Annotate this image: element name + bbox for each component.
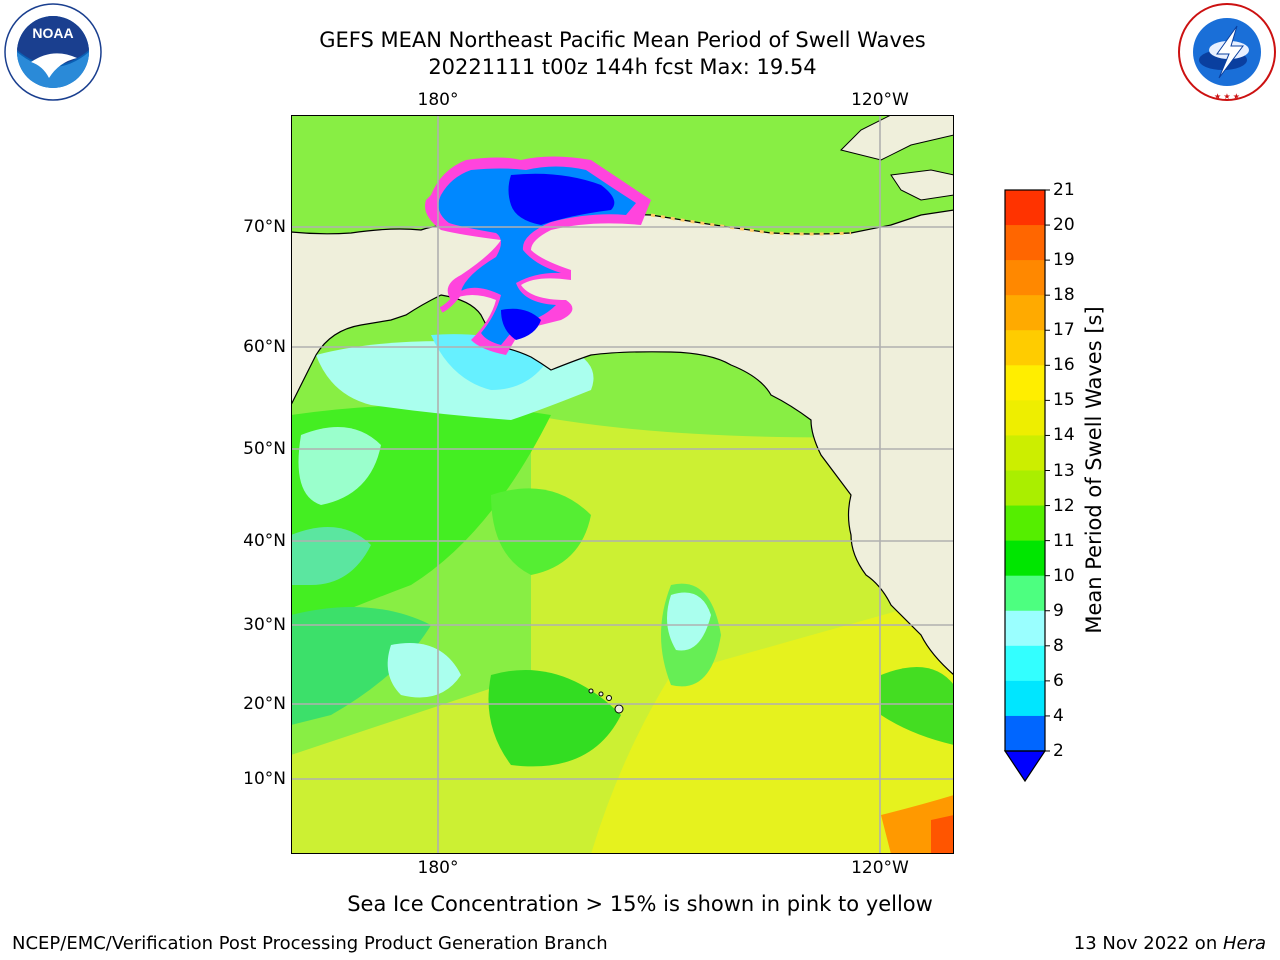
footer-date-text: 13 Nov 2022 on: [1073, 933, 1223, 954]
lat-label-50n: 50°N: [243, 439, 286, 459]
colorbar-segment: [1005, 260, 1045, 296]
colorbar-segment: [1005, 400, 1045, 436]
colorbar-segment: [1005, 575, 1045, 612]
noaa-logo-text: NOAA: [32, 25, 73, 41]
colorbar-tick-label: 13: [1053, 460, 1075, 481]
colorbar-tick-label: 16: [1053, 355, 1075, 376]
colorbar-segment: [1005, 295, 1045, 331]
lat-label-30n: 30°N: [243, 615, 286, 635]
colorbar-extend-triangle: [1003, 750, 1047, 783]
map-plot: [291, 115, 954, 854]
footer-date: 13 Nov 2022 on Hera: [1074, 933, 1266, 955]
graticule: [291, 115, 954, 854]
lat-label-70n: 70°N: [243, 217, 286, 237]
colorbar: [1003, 189, 1050, 783]
footer-host: Hera: [1222, 933, 1266, 954]
colorbar-tick-label: 2: [1053, 741, 1064, 761]
colorbar-segment: [1005, 365, 1045, 401]
lat-label-60n: 60°N: [243, 337, 286, 357]
lat-label-40n: 40°N: [243, 531, 286, 551]
colorbar-label: Mean Period of Swell Waves [s]: [1082, 306, 1106, 634]
colorbar-tick-label: 11: [1053, 530, 1075, 551]
colorbar-segment: [1005, 645, 1045, 682]
lon-label-120w-bottom: 120°W: [851, 858, 909, 878]
colorbar-tick-label: 6: [1053, 670, 1064, 691]
colorbar-tick-label: 19: [1053, 250, 1075, 271]
lon-label-180-top: 180°: [417, 90, 459, 110]
map-title: GEFS MEAN Northeast Pacific Mean Period …: [319, 28, 926, 52]
colorbar-segment: [1005, 715, 1045, 752]
lon-label-180-bottom: 180°: [417, 858, 459, 878]
colorbar-segment: [1005, 435, 1045, 471]
footer-credit: NCEP/EMC/Verification Post Processing Pr…: [12, 933, 608, 954]
colorbar-segment: [1005, 470, 1045, 507]
colorbar-segment: [1005, 610, 1045, 647]
colorbar-segment: [1005, 680, 1045, 717]
colorbar-tick-label: 15: [1053, 390, 1075, 411]
lat-label-20n: 20°N: [243, 694, 286, 714]
colorbar-tick-label: 20: [1053, 215, 1075, 236]
noaa-logo: NOAA: [4, 3, 102, 101]
colorbar-segment: [1005, 330, 1045, 366]
map-subtitle: 20221111 t00z 144h fcst Max: 19.54: [428, 55, 817, 79]
colorbar-tick-label: 4: [1053, 705, 1064, 726]
colorbar-segment: [1005, 190, 1045, 226]
colorbar-tick-label: 17: [1053, 320, 1075, 341]
lon-label-120w-top: 120°W: [851, 90, 909, 110]
colorbar-tick-label: 10: [1053, 565, 1075, 586]
colorbar-tick-label: 21: [1053, 180, 1075, 200]
svg-text:★ ★ ★: ★ ★ ★: [1214, 92, 1240, 101]
colorbar-segment: [1005, 505, 1045, 542]
colorbar-tick-label: 8: [1053, 635, 1064, 656]
colorbar-tick-label: 9: [1053, 600, 1064, 621]
nws-logo: ★ ★ ★: [1178, 3, 1276, 101]
colorbar-tick-label: 18: [1053, 285, 1075, 306]
colorbar-tick-label: 14: [1053, 425, 1075, 446]
map-frame: [291, 115, 954, 854]
colorbar-segment: [1005, 540, 1045, 577]
colorbar-tick-label: 12: [1053, 495, 1075, 516]
lat-label-10n: 10°N: [243, 769, 286, 789]
sea-ice-note: Sea Ice Concentration > 15% is shown in …: [347, 892, 933, 916]
colorbar-segment: [1005, 225, 1045, 261]
